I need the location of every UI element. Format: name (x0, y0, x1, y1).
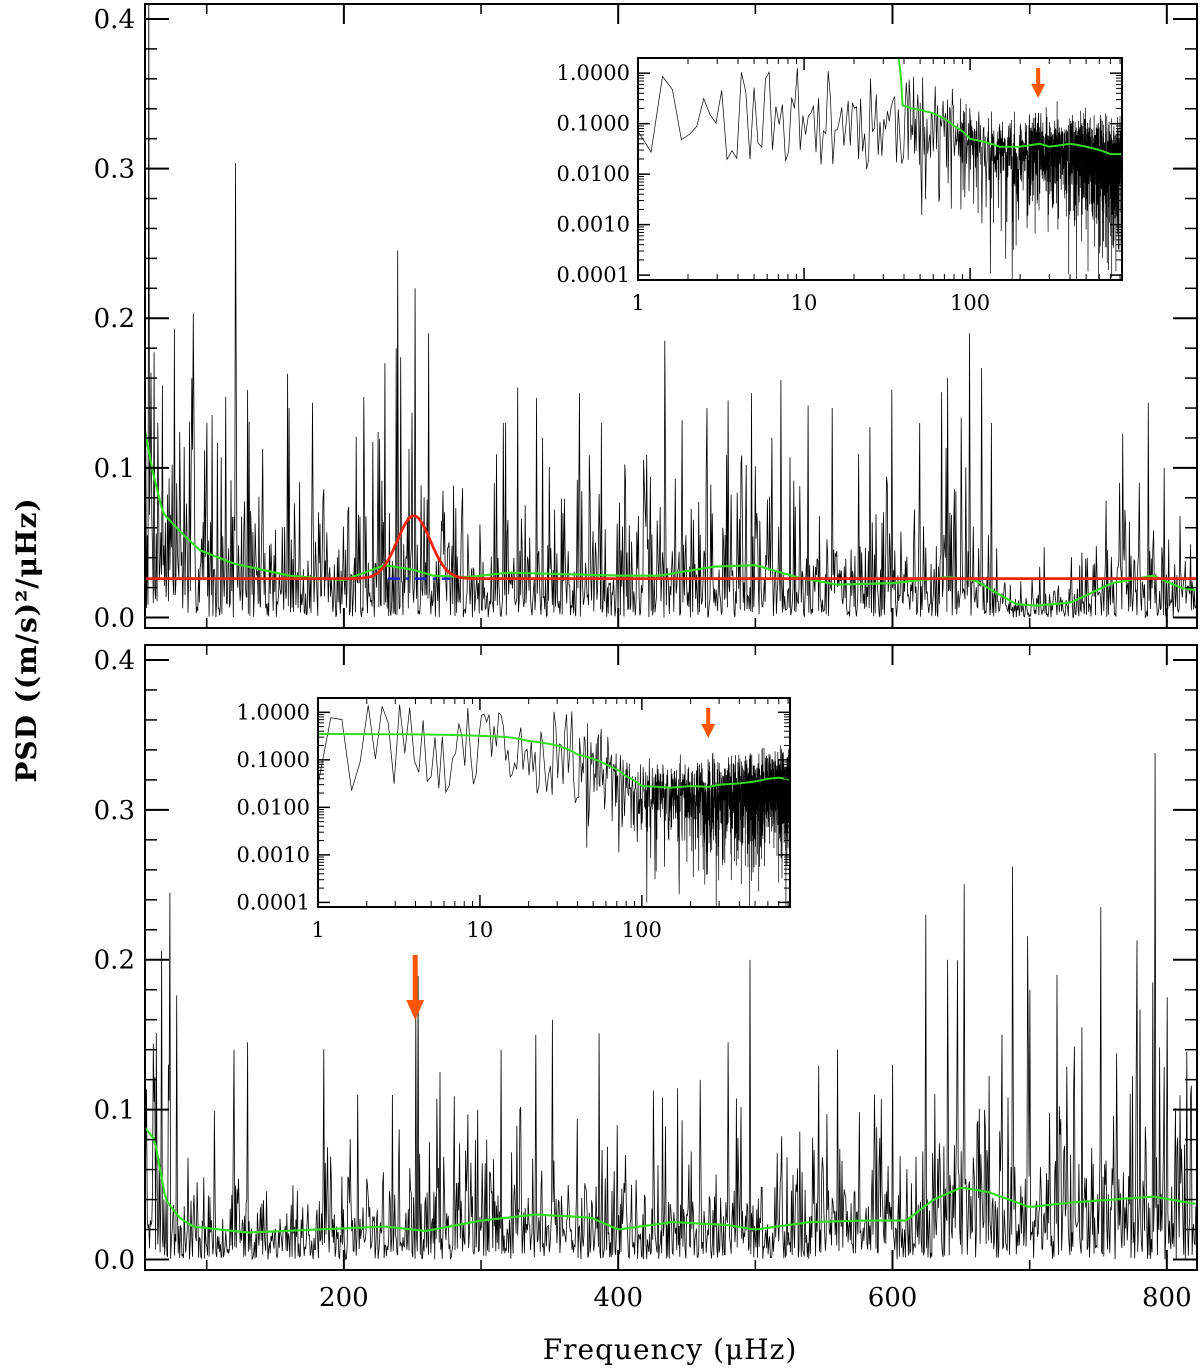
x-axis-title: Frequency (μHz) (543, 1333, 798, 1366)
bottom-main-xtick-label: 200 (319, 1283, 369, 1313)
bottom-main-ytick-label: 0.1 (94, 1096, 135, 1126)
bottom-inset-xtick-label: 100 (622, 918, 662, 942)
bottom-inset-ytick-label: 0.1000 (237, 748, 310, 772)
top-inset-frame (637, 57, 1123, 281)
bottom-inset-plot-area (318, 704, 790, 907)
bottom-inset-ytick-label: 0.0100 (237, 795, 310, 819)
bottom-main-plot-area (145, 752, 1197, 1261)
top-inset-ytick-label: 0.0001 (557, 263, 630, 287)
top-inset-arrow-head (1031, 84, 1046, 98)
bottom-main-frame (144, 644, 1198, 1271)
bottom-inset-ytick-label: 0.0001 (237, 890, 310, 914)
bottom-main-xtick-label: 400 (593, 1283, 643, 1313)
bottom-inset-ytick-label: 0.0010 (237, 843, 310, 867)
top-main-psd-line (145, 4, 1197, 619)
top-inset-ytick-label: 1.0000 (557, 61, 630, 85)
top-main-ytick-label: 0.0 (94, 604, 135, 634)
bottom-panel: 0.0 0.1 0.2 0.3 0.4 200 400 600 800 (94, 644, 1198, 1313)
bottom-main-xtick-label: 600 (868, 1283, 918, 1313)
bottom-main-background-line (145, 1126, 1196, 1234)
bottom-inset-arrow-head (701, 724, 716, 738)
top-main-ytick-label: 0.1 (94, 454, 135, 484)
bottom-main-ytick-label: 0.2 (94, 946, 135, 976)
bottom-main-arrow-head (406, 1000, 425, 1020)
top-inset-xtick-label: 1 (631, 291, 644, 315)
top-inset-xtick-label: 10 (791, 291, 818, 315)
bottom-main-xtick-label: 800 (1142, 1283, 1192, 1313)
top-main-frame (144, 3, 1198, 629)
top-inset-background-line (897, 58, 1122, 156)
bottom-inset-background-line (318, 733, 790, 789)
top-main-ytick-label: 0.3 (94, 155, 135, 185)
top-main-ytick-label: 0.2 (94, 304, 135, 334)
bottom-inset-frame (317, 697, 791, 908)
top-inset-xtick-label: 100 (950, 291, 990, 315)
bottom-main-ytick-label: 0.0 (94, 1246, 135, 1276)
y-axis-title: PSD ((m/s)²/μHz) (10, 497, 43, 782)
top-panel: 0.0 0.1 0.2 0.3 0.4 (94, 3, 1198, 634)
top-inset-plot-area (638, 58, 1122, 280)
bottom-inset-ytick-label: 1.0000 (237, 700, 310, 724)
top-inset-ytick-label: 0.0100 (557, 162, 630, 186)
top-main-plot-area (145, 4, 1197, 619)
bottom-main-ytick-label: 0.4 (94, 646, 135, 676)
top-main-gaussian-fit-line (145, 514, 1197, 580)
bottom-inset-psd-line (318, 704, 790, 907)
top-main-ytick-label: 0.4 (94, 5, 135, 35)
top-inset-ytick-label: 0.0010 (557, 213, 630, 237)
bottom-main-psd-line (145, 752, 1197, 1261)
top-inset-ytick-label: 0.1000 (557, 112, 630, 136)
bottom-main-ytick-label: 0.3 (94, 796, 135, 826)
bottom-inset-xtick-label: 1 (311, 918, 324, 942)
bottom-inset-xtick-label: 10 (467, 918, 494, 942)
